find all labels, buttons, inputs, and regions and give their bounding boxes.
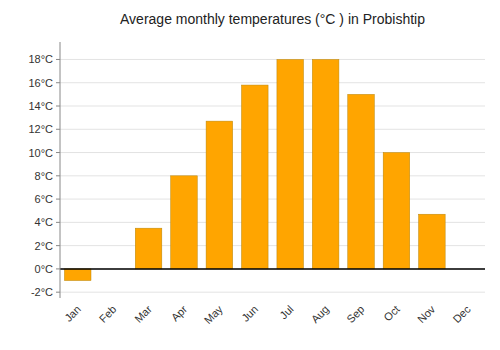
tick-label: Sep	[344, 303, 366, 325]
grid-line	[60, 59, 485, 60]
tick-label: Oct	[381, 303, 402, 324]
grid-line	[60, 175, 485, 176]
tick-label: Aug	[309, 303, 331, 325]
tick-label: 14°C	[28, 100, 53, 112]
tick-mark	[56, 129, 60, 130]
grid-line	[60, 268, 485, 269]
tick-label: Jun	[239, 303, 260, 324]
tick-label: Jan	[62, 303, 83, 324]
tick-mark	[56, 106, 60, 107]
bar	[242, 85, 269, 269]
tick-label: Apr	[169, 303, 190, 324]
tick-label: 0°C	[35, 263, 54, 275]
zero-line	[60, 268, 485, 270]
tick-mark	[56, 245, 60, 246]
tick-label: Jul	[277, 303, 295, 321]
bar	[312, 59, 339, 268]
title: Average monthly temperatures (°C ) in Pr…	[120, 11, 425, 27]
tick-label: 8°C	[35, 170, 54, 182]
tick-mark	[56, 175, 60, 176]
tick-label: May	[202, 303, 226, 327]
tick-mark	[56, 59, 60, 60]
tick-mark	[56, 222, 60, 223]
tick-label: -2°C	[31, 286, 53, 298]
grid-line	[60, 199, 485, 200]
tick-label: Feb	[97, 303, 119, 325]
grid-line	[60, 152, 485, 153]
tick-label: 4°C	[35, 216, 54, 228]
bar	[419, 214, 446, 269]
tick-label: 16°C	[28, 77, 53, 89]
tick-mark	[56, 199, 60, 200]
grid-line	[60, 82, 485, 83]
bar	[348, 94, 375, 269]
tick-label: 6°C	[35, 193, 54, 205]
tick-label: Nov	[415, 303, 438, 326]
tick-label: 10°C	[28, 147, 53, 159]
grid	[60, 59, 485, 292]
tick-mark	[56, 152, 60, 153]
bar	[206, 121, 233, 269]
bar	[383, 153, 410, 269]
y-ticks: -2°C 0°C 2°C 4°C 6°C 8°C 10°C 12°C 14°C 16°C 18°C	[28, 53, 60, 298]
x-ticks: Jan Feb Mar Apr May Jun Jul Aug Sep Oct Nov Dec	[62, 303, 473, 327]
grid-line	[60, 106, 485, 107]
bar	[64, 269, 91, 281]
tick-label: Mar	[132, 303, 154, 325]
bar	[277, 59, 304, 268]
bars	[64, 59, 445, 280]
bar	[135, 228, 162, 269]
grid-line	[60, 292, 485, 293]
tick-label: 12°C	[28, 123, 53, 135]
tick-mark	[56, 292, 60, 293]
bar	[171, 176, 198, 269]
tick-mark	[56, 268, 60, 269]
tick-label: 2°C	[35, 240, 54, 252]
chart: Average monthly temperatures (°C ) in Pr…	[0, 0, 500, 350]
y-axis-line	[60, 42, 61, 298]
grid-line	[60, 129, 485, 130]
tick-mark	[56, 82, 60, 83]
tick-label: 18°C	[28, 53, 53, 65]
tick-label: Dec	[450, 303, 473, 326]
